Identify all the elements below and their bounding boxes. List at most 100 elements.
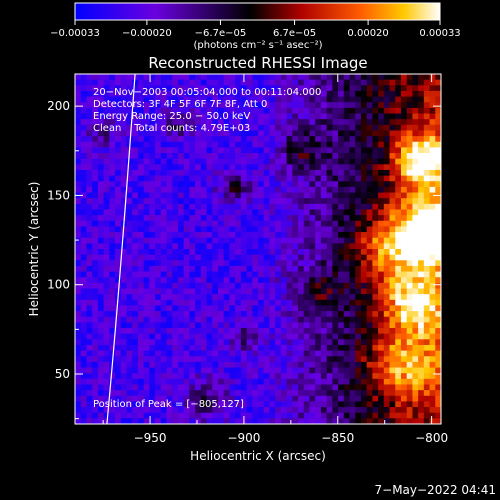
heatmap-cell (360, 395, 368, 403)
heatmap-cell (200, 271, 208, 278)
heatmap-cell (258, 119, 265, 126)
heatmap-cell (126, 243, 133, 250)
heatmap-cell (149, 367, 156, 374)
heatmap-cell (172, 401, 179, 408)
heatmap-cell (212, 209, 219, 216)
heatmap-cell (275, 226, 282, 233)
heatmap-cell (292, 124, 299, 132)
heatmap-cell (406, 277, 414, 284)
heatmap-cell (406, 373, 414, 380)
heatmap-cell (137, 124, 145, 132)
heatmap-cell (389, 232, 396, 239)
heatmap-cell (389, 237, 396, 244)
heatmap-cell (423, 322, 431, 329)
heatmap-cell (206, 107, 213, 115)
heatmap-cell (372, 356, 379, 363)
heatmap-cell (343, 124, 351, 132)
heatmap-cell (303, 418, 311, 424)
heatmap-cell (115, 299, 122, 307)
heatmap-cell (383, 237, 391, 244)
heatmap-cell (395, 79, 402, 86)
heatmap-cell (383, 367, 391, 374)
heatmap-cell (412, 339, 419, 346)
heatmap-cell (263, 186, 271, 194)
heatmap-cell (80, 412, 88, 419)
heatmap-cell (332, 158, 339, 165)
heatmap-cell (229, 277, 236, 284)
heatmap-cell (195, 96, 202, 103)
heatmap-cell (292, 96, 299, 103)
heatmap-cell (149, 181, 156, 188)
heatmap-cell (206, 136, 213, 143)
heatmap-cell (75, 113, 82, 120)
heatmap-cell (229, 203, 236, 211)
heatmap-cell (212, 260, 219, 267)
heatmap-cell (166, 401, 173, 408)
heatmap-cell (395, 344, 402, 352)
heatmap-cell (200, 113, 208, 120)
heatmap-cell (372, 158, 379, 165)
heatmap-cell (280, 407, 288, 414)
heatmap-cell (115, 130, 122, 137)
heatmap-cell (343, 361, 351, 369)
heatmap-cell (206, 96, 213, 103)
heatmap-cell (200, 175, 208, 182)
heatmap-cell (206, 316, 213, 323)
heatmap-cell (97, 277, 105, 284)
heatmap-cell (155, 85, 162, 92)
heatmap-cell (280, 85, 288, 92)
heatmap-cell (326, 294, 333, 301)
heatmap-cell (400, 305, 408, 312)
heatmap-cell (435, 271, 441, 278)
heatmap-cell (166, 175, 173, 182)
heatmap-cell (252, 305, 259, 312)
heatmap-cell (406, 288, 414, 295)
heatmap-cell (406, 119, 414, 126)
heatmap-cell (223, 198, 231, 205)
heatmap-cell (315, 367, 322, 374)
heatmap-cell (120, 169, 128, 177)
heatmap-cell (435, 344, 441, 352)
heatmap-cell (240, 85, 248, 92)
heatmap-cell (200, 277, 208, 284)
heatmap-cell (183, 333, 190, 340)
heatmap-cell (435, 237, 441, 244)
heatmap-cell (355, 333, 362, 340)
heatmap-cell (132, 85, 139, 92)
heatmap-cell (177, 271, 185, 278)
heatmap-cell (109, 136, 116, 143)
heatmap-cell (115, 79, 122, 86)
heatmap-cell (223, 299, 231, 307)
heatmap-cell (372, 113, 379, 120)
heatmap-cell (343, 198, 351, 205)
heatmap-cell (292, 361, 299, 369)
heatmap-cell (97, 322, 105, 329)
heatmap-cell (183, 395, 190, 403)
heatmap-cell (395, 407, 402, 414)
heatmap-cell (315, 395, 322, 403)
heatmap-cell (429, 412, 436, 419)
heatmap-cell (269, 288, 276, 295)
heatmap-cell (366, 277, 373, 284)
heatmap-cell (269, 333, 276, 340)
heatmap-cell (286, 339, 293, 346)
heatmap-cell (143, 186, 150, 194)
heatmap-cell (286, 271, 293, 278)
heatmap-cell (235, 367, 242, 374)
heatmap-cell (229, 265, 236, 273)
heatmap-cell (280, 373, 288, 380)
heatmap-cell (315, 169, 322, 177)
heatmap-cell (195, 113, 202, 120)
heatmap-cell (80, 96, 88, 103)
heatmap-cell (269, 96, 276, 103)
heatmap-cell (240, 282, 248, 290)
heatmap-cell (406, 316, 414, 323)
heatmap-cell (332, 169, 339, 177)
heatmap-cell (155, 181, 162, 188)
heatmap-cell (126, 175, 133, 182)
heatmap-cell (200, 96, 208, 103)
heatmap-cell (360, 209, 368, 216)
heatmap-cell (115, 192, 122, 199)
heatmap-cell (252, 316, 259, 323)
heatmap-cell (195, 271, 202, 278)
